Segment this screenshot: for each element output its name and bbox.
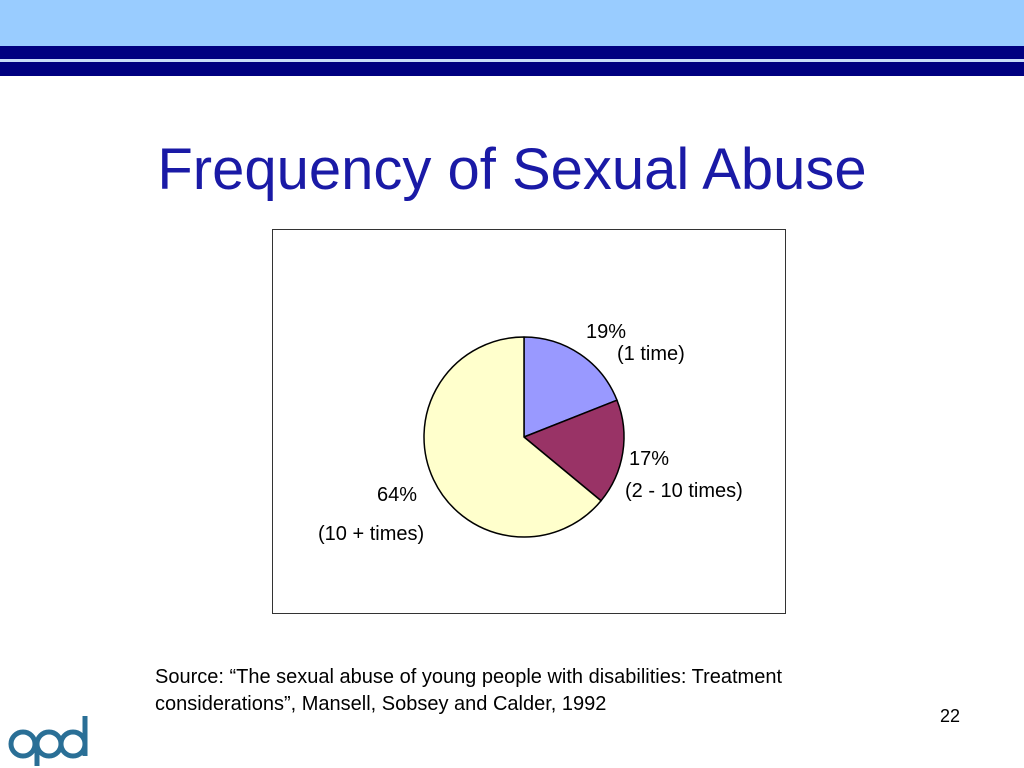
- slice-2-pct-label: 17%: [629, 448, 669, 470]
- slice-1-pct-label: 19%: [586, 321, 626, 343]
- pie-slice-1: [523, 336, 618, 438]
- pie-slice-2: [523, 399, 625, 502]
- pie-slices: [423, 336, 625, 538]
- header-band-dark-bottom: [0, 62, 1024, 76]
- header-band-dark-top: [0, 46, 1024, 59]
- header-band-gap: [0, 59, 1024, 62]
- slice-3-desc-label: (10 + times): [318, 523, 424, 545]
- pie-chart: 19% (1 time) 17% (2 - 10 times) 64% (10 …: [318, 321, 743, 545]
- source-line-1: Source: “The sexual abuse of young peopl…: [155, 666, 783, 688]
- source-citation: Source: “The sexual abuse of young peopl…: [155, 664, 915, 718]
- pie-slice-3: [423, 336, 602, 538]
- source-line-2: considerations”, Mansell, Sobsey and Cal…: [155, 693, 607, 715]
- header-band-light: [0, 0, 1024, 46]
- pie-chart-frame: 19% (1 time) 17% (2 - 10 times) 64% (10 …: [272, 229, 786, 614]
- opd-logo-icon: [8, 716, 88, 766]
- slice-3-pct-label: 64%: [377, 484, 417, 506]
- slice-1-desc-label: (1 time): [617, 343, 685, 365]
- page-number: 22: [940, 706, 961, 726]
- slice-2-desc-label: (2 - 10 times): [625, 480, 743, 502]
- slide-title: Frequency of Sexual Abuse: [157, 137, 867, 202]
